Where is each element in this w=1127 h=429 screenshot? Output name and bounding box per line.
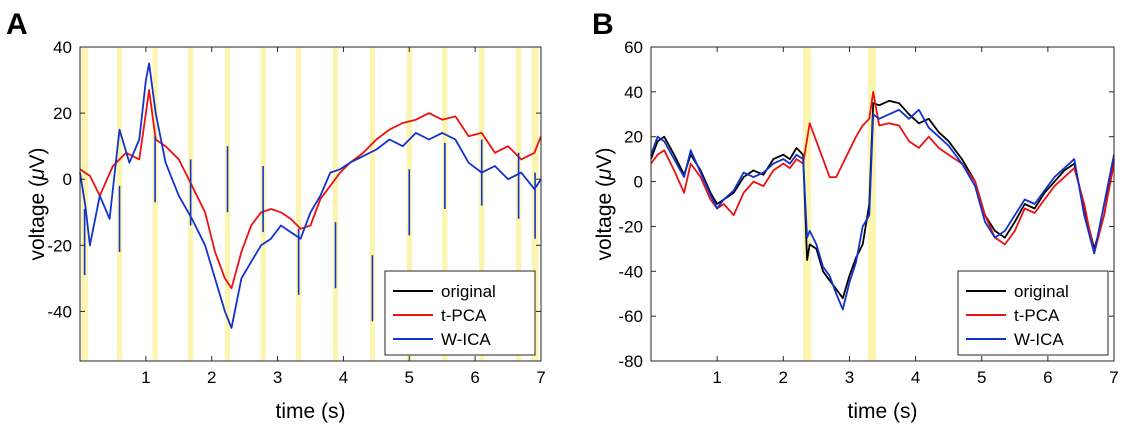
panel-a-x-tick-label-2: 3 [273, 368, 282, 387]
panel-a-y-tick-label-2: 0 [63, 170, 72, 189]
panel-a-axes-box [79, 46, 542, 362]
panel-b-letter: B [592, 8, 614, 41]
panel-a-y-tick-label-1: -20 [47, 236, 72, 255]
panel-a-x-tick-label-4: 5 [405, 368, 414, 387]
panel-b-x-tick-label-5: 6 [1043, 368, 1052, 387]
panel-a-highlight-band-2 [152, 47, 158, 361]
panel-b-y-tick-label-3: -20 [618, 217, 643, 236]
panel-b-y-axis-label: voltage (μV) [593, 147, 616, 260]
panel-b-legend-label-2: W-ICA [1014, 330, 1064, 349]
panel-b-highlight-band-1 [867, 47, 876, 361]
panel-b-y-tick-label-2: -40 [618, 262, 643, 281]
panel-a-series-t-pca [79, 89, 542, 290]
panel-b-y-tick-label-7: 60 [624, 38, 643, 57]
panel-b-legend-label-0: original [1014, 282, 1069, 301]
panel-b-y-tick-label-6: 40 [624, 83, 643, 102]
panel-b-x-tick-label-2: 3 [845, 368, 854, 387]
panel-a-y-tick-label-4: 40 [53, 38, 72, 57]
panel-a-y-tick-label-0: -40 [47, 302, 72, 321]
panel-a-x-tick-label-3: 4 [339, 368, 348, 387]
panel-b-y-tick-label-0: -80 [618, 352, 643, 371]
panel-b-x-tick-label-6: 7 [1109, 368, 1118, 387]
panel-a-plot: 1 2 3 4 5 6 7 -40 -20 0 20 40 time (s) voltage (μV) or… [26, 38, 546, 423]
panel-b-y-tick-label-5: 20 [624, 128, 643, 147]
panel-b-series-t-pca [650, 91, 1115, 255]
panel-a-legend-label-1: t-PCA [441, 306, 487, 325]
panel-a-highlight-band-7 [332, 47, 339, 361]
panel-a-legend-label-2: W-ICA [441, 330, 491, 349]
panel-b-x-tick-label-1: 2 [779, 368, 788, 387]
panel-b-plot: 1 2 3 4 5 6 7 -80 -60 -40 -20 0 20 40 60 time (s) voltag… [593, 38, 1119, 423]
panel-b-legend [957, 270, 1109, 356]
panel-a-highlight-band-8 [369, 47, 376, 361]
panel-b-x-tick-label-0: 1 [712, 368, 721, 387]
panel-a-x-tick-label-0: 1 [141, 368, 150, 387]
panel-a-x-tick-label-1: 2 [207, 368, 216, 387]
panel-b-x-tick-label-3: 4 [911, 368, 920, 387]
panel-a-letter: A [6, 8, 28, 41]
panel-a-x-axis-label: time (s) [276, 400, 346, 423]
panel-b-y-tick-label-4: 0 [634, 173, 643, 192]
panel-a-y-tick-label-3: 20 [53, 104, 72, 123]
panel-b-axes-box [650, 46, 1115, 362]
panel-b-x-axis-label: time (s) [848, 400, 918, 423]
panel-b-legend-label-1: t-PCA [1014, 306, 1060, 325]
panel-b-x-tick-label-4: 5 [977, 368, 986, 387]
panel-a-highlight-band-6 [296, 47, 302, 361]
panel-b-y-tick-label-1: -60 [618, 307, 643, 326]
panel-a-legend-label-0: original [441, 282, 496, 301]
panel-b-series-w-ica [650, 108, 1115, 311]
panel-a-x-tick-label-5: 6 [470, 368, 479, 387]
panel-a-y-axis-label: voltage (μV) [26, 147, 49, 260]
panel-a-x-tick-label-6: 7 [536, 368, 545, 387]
panel-a-legend [384, 270, 536, 356]
panel-a-series-w-ica [79, 62, 542, 329]
panel-b-highlight-band-0 [803, 47, 812, 361]
